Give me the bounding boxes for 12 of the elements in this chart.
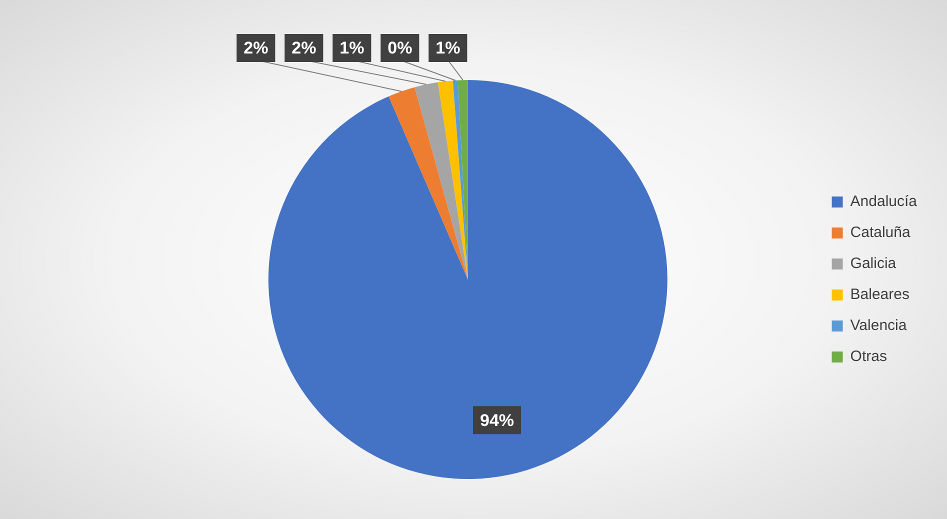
legend-label: Otras bbox=[850, 348, 887, 366]
legend-label: Galicia bbox=[850, 255, 897, 272]
data-label: 2% bbox=[244, 38, 268, 58]
legend-label: Cataluña bbox=[850, 224, 911, 242]
legend-label: Andalucía bbox=[850, 193, 918, 210]
data-label: 0% bbox=[388, 38, 412, 58]
data-label: 94% bbox=[480, 410, 514, 430]
legend-label: Valencia bbox=[850, 317, 908, 334]
data-label: 2% bbox=[292, 38, 316, 58]
legend-label: Baleares bbox=[850, 286, 910, 304]
data-label: 1% bbox=[340, 38, 364, 58]
data-label: 1% bbox=[436, 38, 460, 58]
